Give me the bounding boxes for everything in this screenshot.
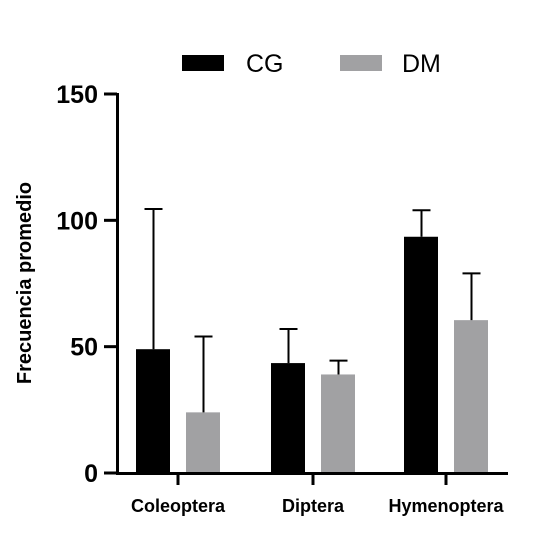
legend-label-cg: CG [246, 50, 284, 78]
bar-dm-coleoptera [186, 412, 220, 473]
x-tick-label-diptera: Diptera [282, 496, 345, 516]
y-axis-label: Frecuencia promedio [14, 182, 36, 384]
bars-group [136, 236, 488, 473]
y-axis: 0 50 100 150 [56, 81, 119, 488]
y-ticks: 0 50 100 150 [56, 81, 117, 488]
error-bar-dm-diptera [329, 359, 348, 375]
error-bar-cg-hymenoptera [412, 209, 431, 237]
y-tick-label-0: 0 [84, 460, 98, 488]
error-bars-group [144, 207, 481, 413]
bar-cg-hymenoptera [404, 236, 438, 473]
legend-label-dm: DM [402, 50, 441, 78]
y-tick-label-150: 150 [56, 81, 98, 109]
legend-item-dm: DM [340, 50, 441, 78]
bar-cg-diptera [271, 363, 305, 473]
x-ticks: Coleoptera Diptera Hymenoptera [131, 473, 505, 516]
legend-swatch-cg [182, 55, 224, 71]
bar-dm-hymenoptera [454, 320, 488, 473]
legend: CG DM [182, 50, 441, 78]
y-tick-label-100: 100 [56, 207, 98, 235]
legend-swatch-dm [340, 55, 382, 71]
error-bar-dm-coleoptera [194, 335, 213, 413]
x-tick-label-hymenoptera: Hymenoptera [388, 496, 504, 516]
y-tick-label-50: 50 [70, 334, 98, 362]
error-bar-cg-coleoptera [144, 207, 163, 350]
bar-cg-coleoptera [136, 349, 170, 473]
x-axis: Coleoptera Diptera Hymenoptera [116, 472, 508, 516]
error-bar-cg-diptera [279, 327, 298, 364]
error-bar-dm-hymenoptera [462, 272, 481, 321]
bar-dm-diptera [321, 374, 355, 473]
x-tick-label-coleoptera: Coleoptera [131, 496, 226, 516]
legend-item-cg: CG [182, 50, 284, 78]
